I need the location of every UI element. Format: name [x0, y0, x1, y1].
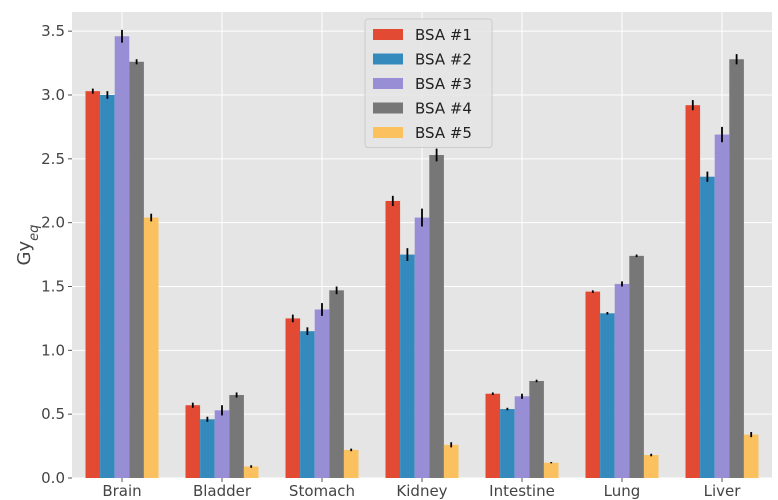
series-2: [100, 91, 715, 478]
series-5: [143, 213, 759, 478]
bar: [185, 405, 201, 478]
bars: [85, 29, 759, 479]
y-tick-label: 2.5: [41, 150, 65, 168]
bar: [400, 254, 415, 478]
bar: [543, 462, 559, 478]
bar: [629, 255, 644, 478]
bar: [300, 331, 315, 478]
legend-label: BSA #5: [415, 124, 472, 142]
y-axis-label: Gyeq: [14, 225, 42, 266]
bar: [614, 283, 630, 478]
bar: [129, 61, 144, 479]
bar: [429, 154, 444, 479]
legend-label: BSA #4: [415, 100, 472, 118]
bar: [443, 444, 459, 478]
bar: [500, 409, 515, 478]
y-tick-label: 1.5: [41, 277, 65, 295]
bar: [200, 419, 215, 478]
series-3: [114, 29, 730, 478]
y-axis-label-main: Gy: [14, 240, 35, 265]
bar: [600, 313, 615, 478]
legend-swatch: [373, 29, 403, 40]
legend-label: BSA #2: [415, 51, 472, 69]
x-tick-label: Intestine: [489, 482, 555, 500]
y-tick-label: 0.5: [41, 405, 65, 423]
bar: [643, 455, 659, 478]
legend-label: BSA #3: [415, 75, 472, 93]
y-tick-label: 1.0: [41, 341, 65, 359]
bar: [685, 105, 701, 478]
x-tick-label: Brain: [102, 482, 141, 500]
bar: [114, 36, 130, 478]
legend-swatch: [373, 102, 403, 114]
bar: [143, 217, 159, 478]
bar: [100, 94, 115, 478]
x-tick-label: Stomach: [289, 482, 355, 500]
y-tick-label: 0.0: [41, 469, 65, 487]
legend-frame: [364, 18, 493, 148]
series-1: [85, 88, 701, 479]
bar: [85, 91, 101, 479]
bar: [485, 393, 501, 478]
legend-swatch: [373, 127, 403, 138]
y-tick-label: 3.0: [41, 86, 65, 104]
legend-swatch: [373, 53, 403, 65]
legend: BSA #1 BSA #2 BSA #3 BSA #4 BSA #5: [364, 18, 493, 148]
legend-label: BSA #1: [415, 26, 472, 44]
y-tick-label: 3.5: [41, 22, 65, 40]
y-axis-label-subscript: eq: [27, 225, 42, 241]
bar: [329, 290, 344, 478]
x-tick-label: Lung: [604, 482, 641, 500]
bar: [229, 395, 244, 478]
bar: [529, 380, 544, 478]
y-tick-label: 2.0: [41, 214, 65, 232]
series-4: [129, 54, 744, 479]
bar: [700, 176, 715, 478]
bar: [414, 217, 430, 478]
bar: [743, 434, 759, 478]
bar: [285, 318, 301, 478]
bar: [314, 309, 330, 478]
x-tick-label: Bladder: [193, 482, 252, 500]
bar: [585, 291, 601, 478]
bar: [514, 396, 530, 478]
bar: [343, 449, 359, 478]
x-axis-ticks: Brain Bladder Stomach Kidney Intestine Lung Li…: [102, 478, 741, 500]
legend-swatch: [373, 78, 403, 89]
x-tick-label: Liver: [704, 482, 742, 500]
y-axis-ticks: 0.0 0.5 1.0 1.5 2.0 2.5 3.0 3.5: [41, 22, 72, 487]
bar: [729, 59, 744, 479]
bar: [243, 466, 259, 478]
x-tick-label: Kidney: [396, 482, 447, 500]
bar: [214, 410, 230, 478]
bar: [714, 134, 730, 478]
bar: [385, 200, 401, 478]
